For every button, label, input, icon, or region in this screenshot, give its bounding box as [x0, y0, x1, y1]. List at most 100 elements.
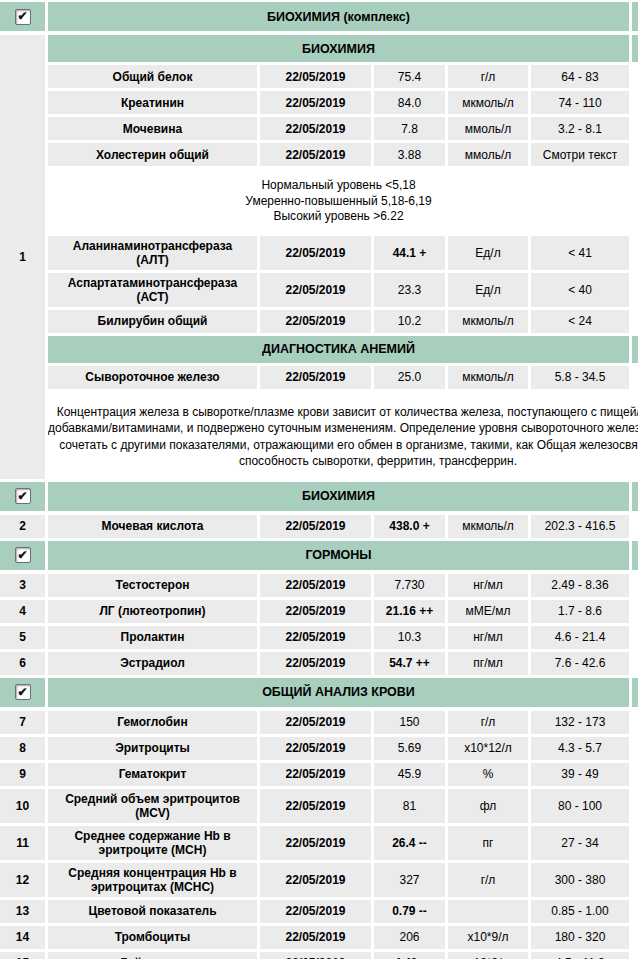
result-unit: нг/мл: [448, 574, 528, 597]
result-date: 22/05/2019: [260, 737, 371, 760]
order-number: 13: [0, 900, 45, 923]
table-row: Холестерин общий 22/05/2019 3.88 ммоль/л…: [48, 143, 638, 166]
table-row: 11 Среднее содержание Hb в эритроците (M…: [0, 826, 638, 860]
order-number: 15: [0, 952, 45, 959]
result-value: 26.4 --: [374, 826, 445, 860]
analyte-name: Тестостерон: [48, 574, 257, 597]
result-value: 7.730: [374, 574, 445, 597]
result-date: 22/05/2019: [260, 236, 371, 270]
result-date: 22/05/2019: [260, 65, 371, 88]
result-value: 10.3: [374, 626, 445, 649]
result-value: 44.1 +: [374, 236, 445, 270]
result-unit: Ед/л: [448, 273, 528, 307]
result-unit: х10*9/л: [448, 926, 528, 949]
subsection-header-stub: [632, 336, 638, 363]
analyte-name: Креатинин: [48, 91, 257, 114]
result-unit: мкмоль/л: [448, 366, 528, 389]
result-date: 22/05/2019: [260, 273, 371, 307]
reference-range: < 24: [531, 310, 629, 333]
reference-range: 4.5 - 11.3: [531, 952, 629, 959]
reference-range: 1.7 - 8.6: [531, 600, 629, 623]
result-unit: г/л: [448, 863, 528, 897]
result-date: 22/05/2019: [260, 143, 371, 166]
note-line: Умеренно-повышенный 5,18-6,19: [48, 194, 629, 210]
result-date: 22/05/2019: [260, 574, 371, 597]
result-unit: х10*12/л: [448, 737, 528, 760]
result-value: 206: [374, 926, 445, 949]
table-row: 2 Мочевая кислота 22/05/2019 438.0 + мкм…: [0, 515, 638, 538]
section-title: БИОХИМИЯ (комплекс): [48, 2, 629, 31]
analyte-name: Мочевая кислота: [48, 515, 257, 538]
result-value: 438.0 +: [374, 515, 445, 538]
analyte-name: Сывороточное железо: [48, 366, 257, 389]
result-unit: мкмоль/л: [448, 310, 528, 333]
checkbox-checked-icon[interactable]: ✔: [15, 547, 31, 563]
section-header-row: ✔ ГОРМОНЫ: [0, 541, 638, 570]
result-date: 22/05/2019: [260, 826, 371, 860]
order-number: 7: [0, 711, 45, 734]
analyte-name: Аланинаминотрансфераза (АЛТ): [48, 236, 257, 270]
table-row: Билирубин общий 22/05/2019 10.2 мкмоль/л…: [48, 310, 638, 333]
result-unit: фл: [448, 789, 528, 823]
note-line: Нормальный уровень <5,18: [48, 178, 629, 194]
result-value: 327: [374, 863, 445, 897]
table-row: 7 Гемоглобин 22/05/2019 150 г/л 132 - 17…: [0, 711, 638, 734]
result-unit: г/л: [448, 65, 528, 88]
section-body: 1 БИОХИМИЯ Общий белок 22/05/2019 75.4 г…: [0, 35, 638, 479]
note-line: Высокий уровень >6.22: [48, 209, 629, 225]
table-row: 9 Гематокрит 22/05/2019 45.9 % 39 - 49: [0, 763, 638, 786]
result-date: 22/05/2019: [260, 117, 371, 140]
table-row: 3 Тестостерон 22/05/2019 7.730 нг/мл 2.4…: [0, 574, 638, 597]
analyte-name: Эритроциты: [48, 737, 257, 760]
checkbox-checked-icon[interactable]: ✔: [15, 9, 31, 25]
section-title: ОБЩИЙ АНАЛИЗ КРОВИ: [48, 678, 629, 707]
order-checkbox-cell: ✔: [0, 678, 45, 707]
result-value: 21.16 ++: [374, 600, 445, 623]
note-line: добавками/витаминами, и подвержено суточ…: [48, 420, 638, 437]
analyte-name: Средняя концентрация Hb в эритроцитах (M…: [48, 863, 257, 897]
reference-range: 80 - 100: [531, 789, 629, 823]
table-row: 8 Эритроциты 22/05/2019 5.69 х10*12/л 4.…: [0, 737, 638, 760]
result-unit: Ед/л: [448, 236, 528, 270]
section-header-stub: [632, 482, 638, 511]
reference-range: 74 - 110: [531, 91, 629, 114]
order-number: 11: [0, 826, 45, 860]
result-value: 54.7 ++: [374, 652, 445, 675]
analyte-name: Средний объем эритроцитов (MCV): [48, 789, 257, 823]
result-unit: ммоль/л: [448, 117, 528, 140]
reference-range: 64 - 83: [531, 65, 629, 88]
section-content: БИОХИМИЯ Общий белок 22/05/2019 75.4 г/л…: [48, 35, 638, 479]
table-row: 4 ЛГ (лютеотропин) 22/05/2019 21.16 ++ м…: [0, 600, 638, 623]
result-unit: мМЕ/мл: [448, 600, 528, 623]
analyte-name: Пролактин: [48, 626, 257, 649]
subsection-header-row: БИОХИМИЯ: [48, 35, 638, 62]
result-value: 84.0: [374, 91, 445, 114]
result-value: 4.43 -: [374, 952, 445, 959]
order-number: 10: [0, 789, 45, 823]
order-number: 2: [0, 515, 45, 538]
reference-range: 4.6 - 21.4: [531, 626, 629, 649]
analyte-name: Лейкоциты: [48, 952, 257, 959]
section-title: БИОХИМИЯ: [48, 482, 629, 511]
reference-range: 4.3 - 5.7: [531, 737, 629, 760]
cholesterol-note: Нормальный уровень <5,18 Умеренно-повыше…: [48, 169, 629, 233]
result-unit: пг/мл: [448, 652, 528, 675]
table-row: 10 Средний объем эритроцитов (MCV) 22/05…: [0, 789, 638, 823]
result-unit: г/л: [448, 711, 528, 734]
subsection-header-stub: [632, 35, 638, 62]
subsection-title: ДИАГНОСТИКА АНЕМИЙ: [48, 336, 629, 363]
checkbox-checked-icon[interactable]: ✔: [15, 488, 31, 504]
note-line: способность сыворотки, ферритин, трансфе…: [48, 453, 638, 470]
reference-range: 132 - 173: [531, 711, 629, 734]
reference-range: 3.2 - 8.1: [531, 117, 629, 140]
analyte-name: Гематокрит: [48, 763, 257, 786]
checkmark-icon: ✔: [17, 549, 27, 561]
reference-range: 202.3 - 416.5: [531, 515, 629, 538]
result-value: 10.2: [374, 310, 445, 333]
section-header-stub: [632, 541, 638, 570]
result-value: 81: [374, 789, 445, 823]
section-header-row: ✔ ОБЩИЙ АНАЛИЗ КРОВИ: [0, 678, 638, 707]
iron-note: Концентрация железа в сыворотке/плазме к…: [48, 392, 638, 479]
order-checkbox-cell: ✔: [0, 482, 45, 511]
checkbox-checked-icon[interactable]: ✔: [15, 684, 31, 700]
